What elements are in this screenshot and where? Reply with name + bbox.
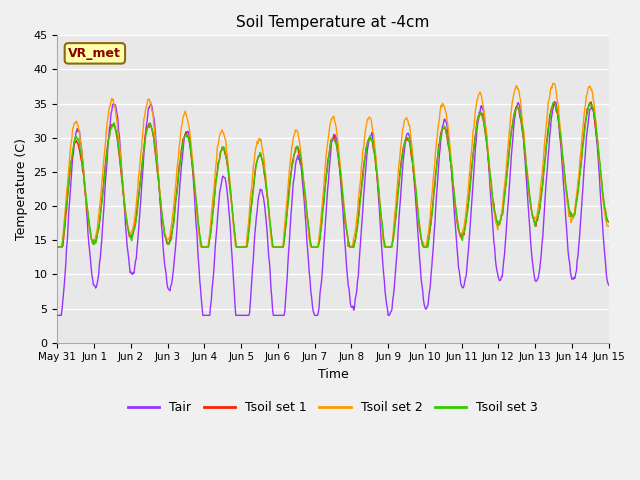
Legend: Tair, Tsoil set 1, Tsoil set 2, Tsoil set 3: Tair, Tsoil set 1, Tsoil set 2, Tsoil se… bbox=[123, 396, 543, 420]
Y-axis label: Temperature (C): Temperature (C) bbox=[15, 138, 28, 240]
X-axis label: Time: Time bbox=[317, 368, 348, 381]
Title: Soil Temperature at -4cm: Soil Temperature at -4cm bbox=[236, 15, 429, 30]
Text: VR_met: VR_met bbox=[68, 47, 122, 60]
